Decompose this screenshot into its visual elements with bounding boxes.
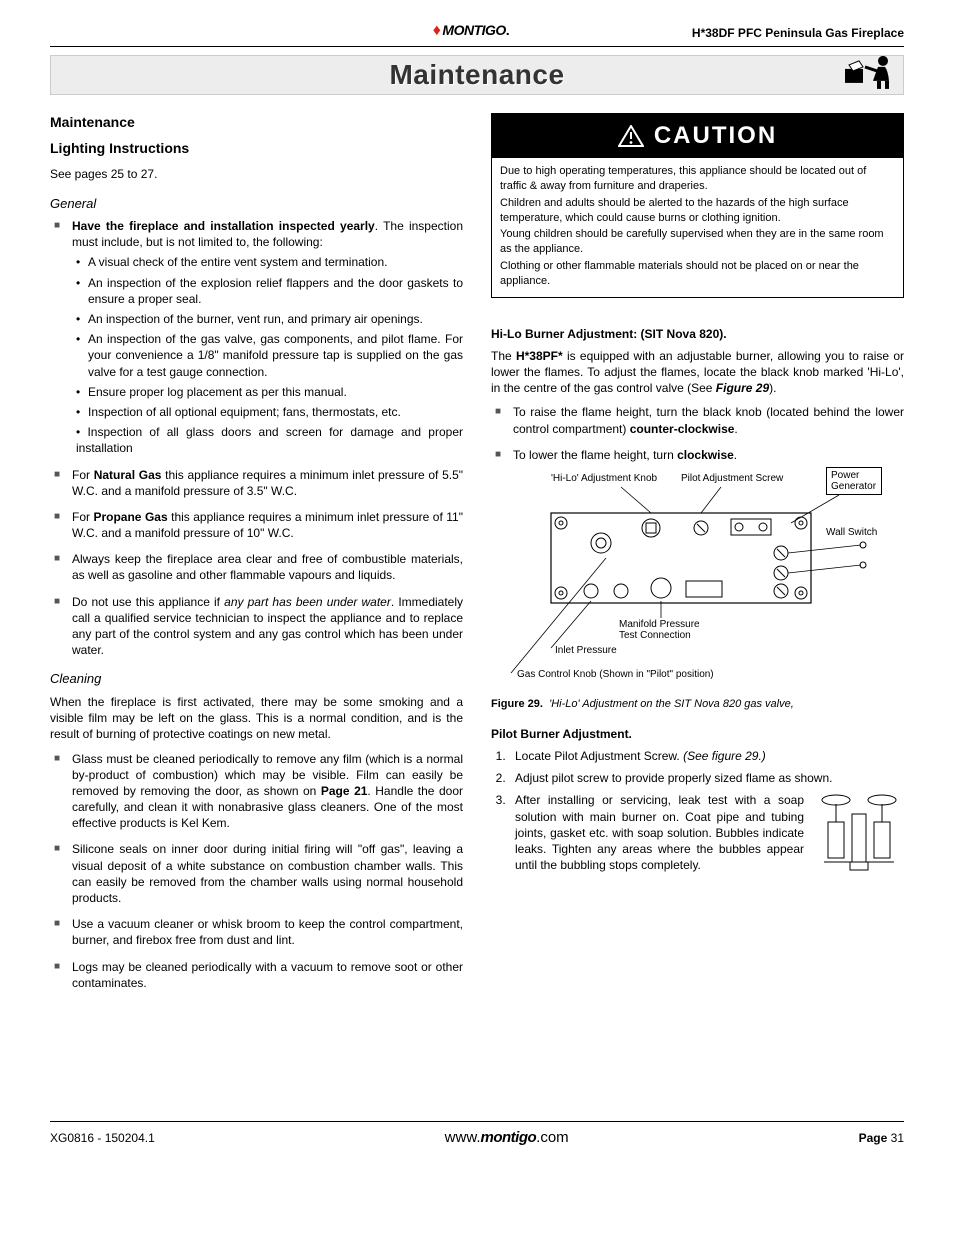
valve-diagram: 'Hi-Lo' Adjustment Knob Pilot Adjustment… xyxy=(491,473,904,693)
label-hilo-knob: 'Hi-Lo' Adjustment Knob xyxy=(551,473,657,484)
footer-page: Page 31 xyxy=(859,1130,904,1146)
banner-title: Maintenance xyxy=(389,56,564,94)
heading-general: General xyxy=(50,195,463,213)
cleaning-list: Glass must be cleaned periodically to re… xyxy=(50,751,463,991)
cleaning-intro: When the fireplace is first activated, t… xyxy=(50,694,463,743)
caution-p3: Young children should be carefully super… xyxy=(500,227,895,257)
pilot-title: Pilot Burner Adjustment. xyxy=(491,727,632,741)
label-power-gen: Power Generator xyxy=(826,467,882,495)
heading-lighting: Lighting Instructions xyxy=(50,139,463,158)
pilot-step-3: After installing or servicing, leak test… xyxy=(509,792,904,873)
insp-6: Inspection of all optional equipment; fa… xyxy=(88,404,463,420)
brand-name: MONTIGO xyxy=(442,21,509,40)
hilo-title: Hi-Lo Burner Adjustment: (SIT Nova 820). xyxy=(491,327,727,341)
caution-header: CAUTION xyxy=(492,114,903,158)
product-title: H*38DF PFC Peninsula Gas Fireplace xyxy=(692,25,904,41)
brand-logo: ♦ MONTIGO xyxy=(433,20,509,42)
section-banner: Maintenance xyxy=(50,55,904,95)
clean-2: Silicone seals on inner door during init… xyxy=(72,841,463,906)
clean-3: Use a vacuum cleaner or whisk broom to k… xyxy=(72,916,463,948)
insp-4: An inspection of the gas valve, gas comp… xyxy=(88,331,463,380)
caution-p4: Clothing or other flammable materials sh… xyxy=(500,259,895,289)
hilo-lower: To lower the flame height, turn clockwis… xyxy=(513,447,904,463)
page-header: ♦ MONTIGO H*38DF PFC Peninsula Gas Firep… xyxy=(50,20,904,47)
insp-5: Ensure proper log placement as per this … xyxy=(88,384,463,400)
pilot-step-1: Locate Pilot Adjustment Screw. (See figu… xyxy=(509,748,904,764)
flame-icon: ♦ xyxy=(433,20,441,42)
footer-docid: XG0816 - 150204.1 xyxy=(50,1130,155,1146)
pilot-flame-diagram xyxy=(814,792,904,872)
insp-2: An inspection of the explosion relief fl… xyxy=(88,275,463,307)
hilo-list: To raise the flame height, turn the blac… xyxy=(491,404,904,463)
footer-url: www.montigo.com xyxy=(445,1128,569,1148)
maintenance-person-icon xyxy=(843,55,897,95)
caution-p2: Children and adults should be alerted to… xyxy=(500,196,895,226)
pilot-step-2: Adjust pilot screw to provide properly s… xyxy=(509,770,904,786)
insp-1: A visual check of the entire vent system… xyxy=(88,254,463,270)
general-item-water: Do not use this appliance if any part ha… xyxy=(72,594,463,659)
label-gas-knob: Gas Control Knob (Shown in "Pilot" posit… xyxy=(517,669,714,680)
caution-p1: Due to high operating temperatures, this… xyxy=(500,164,895,194)
clean-1: Glass must be cleaned periodically to re… xyxy=(72,751,463,832)
clean-4: Logs may be cleaned periodically with a … xyxy=(72,959,463,991)
hilo-paragraph: The H*38PF* is equipped with an adjustab… xyxy=(491,348,904,397)
figure-29-caption: Figure 29. 'Hi-Lo' Adjustment on the SIT… xyxy=(491,697,904,712)
label-wall-switch: Wall Switch xyxy=(826,527,877,538)
page-footer: XG0816 - 150204.1 www.montigo.com Page 3… xyxy=(50,1121,904,1148)
general-item-ng: For Natural Gas this appliance requires … xyxy=(72,467,463,499)
general-list: Have the fireplace and installation insp… xyxy=(50,218,463,658)
heading-maintenance: Maintenance xyxy=(50,113,463,132)
left-column: Maintenance Lighting Instructions See pa… xyxy=(50,113,463,1001)
caution-title: CAUTION xyxy=(654,120,777,152)
general-item-combust: Always keep the fireplace area clear and… xyxy=(72,551,463,583)
caution-body: Due to high operating temperatures, this… xyxy=(492,158,903,297)
warning-triangle-icon xyxy=(618,125,644,147)
right-column: CAUTION Due to high operating temperatur… xyxy=(491,113,904,1001)
insp-3: An inspection of the burner, vent run, a… xyxy=(88,311,463,327)
hilo-raise: To raise the flame height, turn the blac… xyxy=(513,404,904,436)
insp-7: • Inspection of all glass doors and scre… xyxy=(72,424,463,456)
general-item-pg: For Propane Gas this appliance requires … xyxy=(72,509,463,541)
pilot-steps: Locate Pilot Adjustment Screw. (See figu… xyxy=(491,748,904,873)
label-pilot-screw: Pilot Adjustment Screw xyxy=(681,473,783,484)
caution-box: CAUTION Due to high operating temperatur… xyxy=(491,113,904,298)
general-item-inspection: Have the fireplace and installation insp… xyxy=(72,218,463,456)
heading-cleaning: Cleaning xyxy=(50,670,463,688)
inspection-sublist: A visual check of the entire vent system… xyxy=(72,254,463,420)
lighting-subtext: See pages 25 to 27. xyxy=(50,166,463,182)
label-manifold: Manifold Pressure Test Connection xyxy=(619,619,719,641)
label-inlet: Inlet Pressure xyxy=(555,645,617,656)
